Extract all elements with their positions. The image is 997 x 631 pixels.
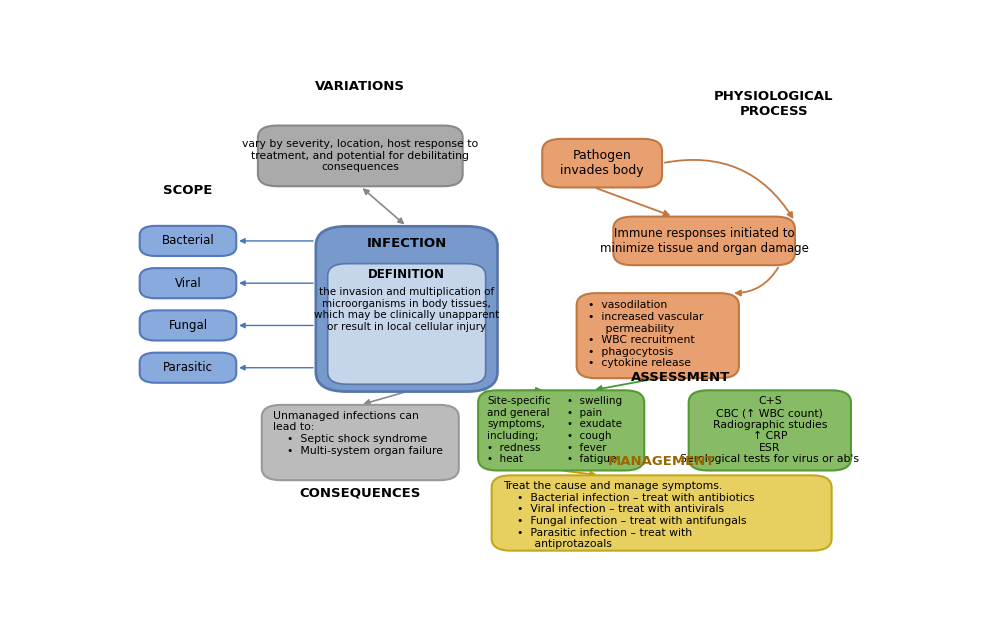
FancyBboxPatch shape xyxy=(140,226,236,256)
FancyBboxPatch shape xyxy=(328,264,486,384)
FancyBboxPatch shape xyxy=(316,227,498,391)
Text: Fungal: Fungal xyxy=(168,319,207,332)
Text: Bacterial: Bacterial xyxy=(162,234,214,247)
Text: Unmanaged infections can
lead to:
    •  Septic shock syndrome
    •  Multi-syst: Unmanaged infections can lead to: • Sept… xyxy=(273,411,444,456)
Text: DEFINITION: DEFINITION xyxy=(368,268,445,281)
FancyBboxPatch shape xyxy=(613,216,795,265)
FancyBboxPatch shape xyxy=(140,268,236,298)
FancyBboxPatch shape xyxy=(689,391,850,471)
Text: CONSEQUENCES: CONSEQUENCES xyxy=(300,487,421,499)
FancyBboxPatch shape xyxy=(140,353,236,383)
Text: PHYSIOLOGICAL
PROCESS: PHYSIOLOGICAL PROCESS xyxy=(714,90,833,118)
FancyBboxPatch shape xyxy=(542,139,662,187)
Text: Viral: Viral xyxy=(174,276,201,290)
Text: VARIATIONS: VARIATIONS xyxy=(315,80,406,93)
FancyBboxPatch shape xyxy=(262,405,459,480)
Text: C+S
CBC (↑ WBC count)
Radiographic studies
↑ CRP
ESR
Serological tests for virus: C+S CBC (↑ WBC count) Radiographic studi… xyxy=(680,396,859,464)
Text: Pathogen
invades body: Pathogen invades body xyxy=(560,149,644,177)
Text: •  vasodilation
•  increased vascular
     permeability
•  WBC recruitment
•  ph: • vasodilation • increased vascular perm… xyxy=(588,300,704,369)
FancyBboxPatch shape xyxy=(492,475,831,551)
Text: Immune responses initiated to
minimize tissue and organ damage: Immune responses initiated to minimize t… xyxy=(599,227,809,255)
Text: •  swelling
•  pain
•  exudate
•  cough
•  fever
•  fatigue: • swelling • pain • exudate • cough • fe… xyxy=(567,396,622,464)
FancyBboxPatch shape xyxy=(576,293,739,378)
Text: Site-specific
and general
symptoms,
including;
•  redness
•  heat: Site-specific and general symptoms, incl… xyxy=(488,396,551,464)
FancyBboxPatch shape xyxy=(258,126,463,186)
FancyBboxPatch shape xyxy=(140,310,236,341)
Text: MANAGEMENT: MANAGEMENT xyxy=(608,455,716,468)
Text: the invasion and multiplication of
microorganisms in body tissues,
which may be : the invasion and multiplication of micro… xyxy=(314,287,499,332)
FancyBboxPatch shape xyxy=(479,391,644,471)
Text: Treat the cause and manage symptoms.
    •  Bacterial infection – treat with ant: Treat the cause and manage symptoms. • B… xyxy=(503,481,755,549)
Text: SCOPE: SCOPE xyxy=(164,184,212,197)
Text: ASSESSMENT: ASSESSMENT xyxy=(631,371,731,384)
Text: vary by severity, location, host response to
treatment, and potential for debili: vary by severity, location, host respons… xyxy=(242,139,479,172)
Text: INFECTION: INFECTION xyxy=(367,237,447,250)
Text: Parasitic: Parasitic xyxy=(163,361,213,374)
